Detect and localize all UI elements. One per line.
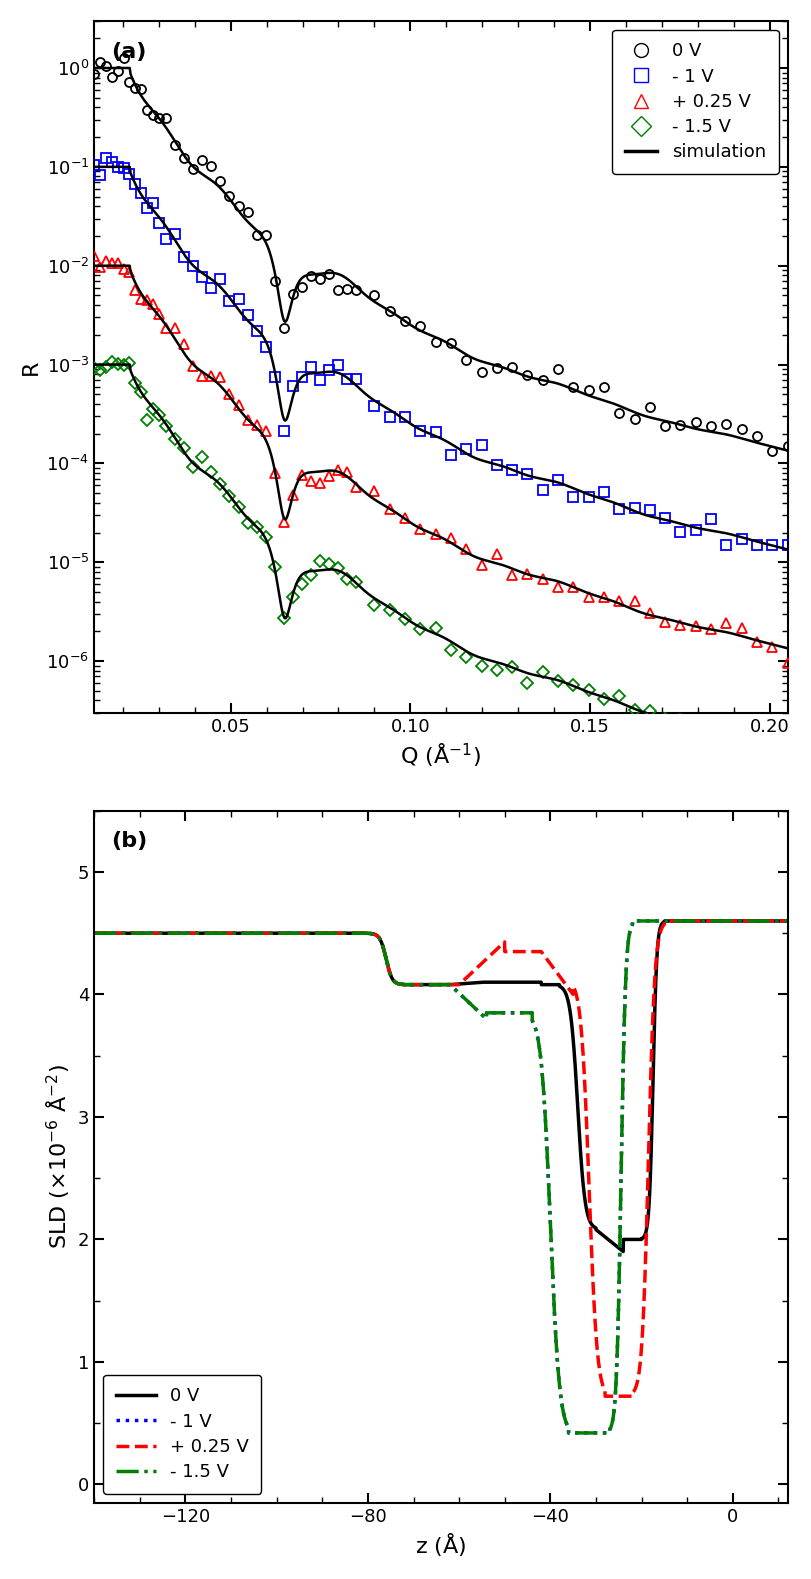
Line: + 0.25 V: + 0.25 V	[94, 921, 787, 1396]
0 V	[694, 911, 704, 930]
X-axis label: Q ($\mathregular{\AA}^{-1}$): Q ($\mathregular{\AA}^{-1}$)	[400, 741, 481, 769]
0 V	[617, 1243, 627, 1262]
+ 0.25 V	[694, 911, 704, 930]
Line: - 1.5 V: - 1.5 V	[94, 921, 787, 1432]
Y-axis label: SLD ($\times$10$^{-6}$ $\mathregular{\AA}$$^{-2}$): SLD ($\times$10$^{-6}$ $\mathregular{\AA…	[45, 1064, 72, 1249]
- 1.5 V	[384, 965, 394, 984]
+ 0.25 V	[384, 965, 394, 984]
- 1 V	[168, 924, 178, 943]
+ 0.25 V	[599, 1386, 609, 1405]
- 1 V	[627, 911, 637, 930]
0 V	[354, 924, 364, 943]
Legend: 0 V, - 1 V, + 0.25 V, - 1.5 V, simulation: 0 V, - 1 V, + 0.25 V, - 1.5 V, simulatio…	[611, 30, 778, 174]
- 1 V	[209, 924, 219, 943]
- 1.5 V	[769, 911, 779, 930]
0 V	[769, 911, 779, 930]
0 V	[209, 924, 219, 943]
+ 0.25 V	[209, 924, 219, 943]
- 1.5 V	[354, 924, 364, 943]
Legend: 0 V, - 1 V, + 0.25 V, - 1.5 V: 0 V, - 1 V, + 0.25 V, - 1.5 V	[103, 1375, 261, 1494]
+ 0.25 V	[168, 924, 178, 943]
Text: (b): (b)	[111, 832, 148, 851]
- 1.5 V	[782, 911, 792, 930]
Text: (a): (a)	[111, 41, 147, 62]
- 1.5 V	[209, 924, 219, 943]
+ 0.25 V	[769, 911, 779, 930]
- 1 V	[782, 911, 792, 930]
+ 0.25 V	[89, 924, 99, 943]
+ 0.25 V	[354, 924, 364, 943]
0 V	[782, 911, 792, 930]
- 1 V	[694, 911, 704, 930]
+ 0.25 V	[782, 911, 792, 930]
X-axis label: z ($\mathregular{\AA}$): z ($\mathregular{\AA}$)	[414, 1532, 466, 1558]
Line: - 1 V: - 1 V	[94, 921, 787, 1432]
Y-axis label: R: R	[21, 358, 41, 374]
- 1 V	[769, 911, 779, 930]
- 1 V	[354, 924, 364, 943]
- 1 V	[384, 965, 394, 984]
+ 0.25 V	[659, 911, 668, 930]
- 1.5 V	[563, 1423, 573, 1442]
- 1.5 V	[694, 911, 704, 930]
0 V	[168, 924, 178, 943]
- 1.5 V	[89, 924, 99, 943]
0 V	[89, 924, 99, 943]
- 1 V	[563, 1423, 573, 1442]
0 V	[659, 911, 668, 930]
Line: 0 V: 0 V	[94, 921, 787, 1252]
- 1.5 V	[627, 911, 637, 930]
0 V	[384, 965, 394, 984]
- 1.5 V	[168, 924, 178, 943]
- 1 V	[89, 924, 99, 943]
